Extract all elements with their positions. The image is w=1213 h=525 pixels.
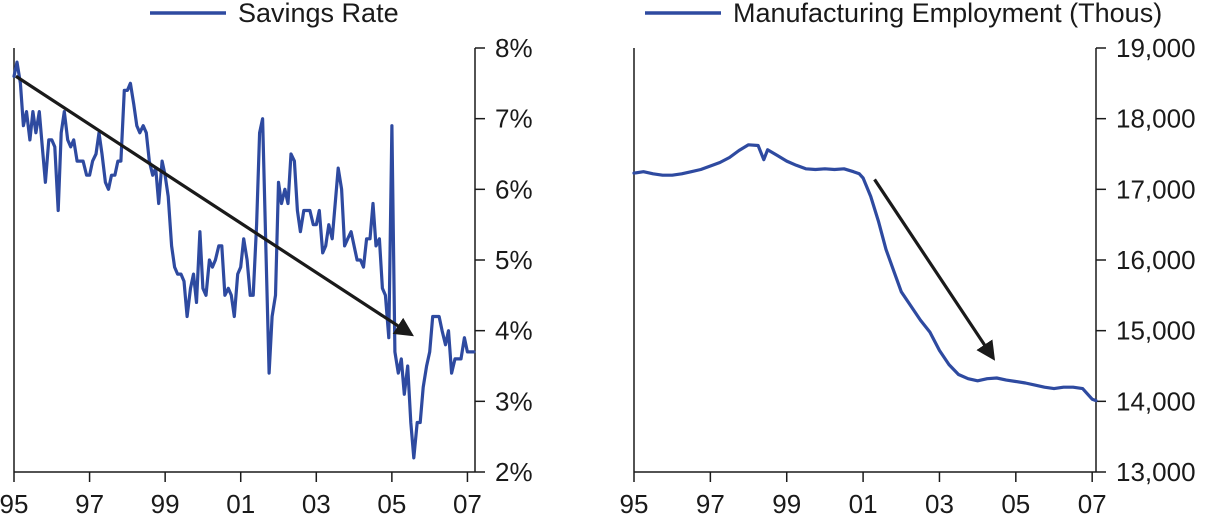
y-tick-label: 4% [495, 316, 533, 346]
x-tick-label: 07 [1078, 489, 1107, 519]
series-line-savings [12, 60, 476, 460]
x-tick-label: 05 [377, 489, 406, 519]
trend-arrow [873, 178, 996, 361]
y-tick-label: 15,000 [1116, 316, 1196, 346]
x-tick-label: 07 [453, 489, 482, 519]
y-tick-label: 17,000 [1116, 174, 1196, 204]
y-tick-label: 16,000 [1116, 245, 1196, 275]
x-tick-label: 99 [772, 489, 801, 519]
x-tick-label: 95 [620, 489, 649, 519]
x-tick-label: 95 [0, 489, 28, 519]
y-tick-label: 8% [495, 33, 533, 63]
y-tick-label: 3% [495, 386, 533, 416]
trend-arrow [15, 74, 414, 337]
y-tick-label: 2% [495, 457, 533, 487]
legend-label: Manufacturing Employment (Thous) [733, 0, 1162, 28]
x-tick-label: 01 [849, 489, 878, 519]
x-tick-label: 97 [696, 489, 725, 519]
x-tick-label: 03 [925, 489, 954, 519]
y-tick-label: 14,000 [1116, 386, 1196, 416]
y-tick-label: 13,000 [1116, 457, 1196, 487]
y-tick-label: 6% [495, 174, 533, 204]
chart-panel-manufacturing: 13,000 14,000 15,000 16,000 17,000 18,000 19,0… [620, 0, 1196, 519]
y-tick-label: 19,000 [1116, 33, 1196, 63]
y-tick-label: 18,000 [1116, 104, 1196, 134]
x-tick-label: 05 [1001, 489, 1030, 519]
y-tick-label: 5% [495, 245, 533, 275]
x-tick-label: 03 [302, 489, 331, 519]
y-tick-label: 7% [495, 104, 533, 134]
x-tick-label: 99 [151, 489, 180, 519]
x-tick-label: 01 [226, 489, 255, 519]
chart-panel-savings: 2% 3% 4% 5% 6% 7% 8% 95 97 99 01 03 05 07 Savings Rate [0, 0, 533, 519]
series-line-manufacturing [632, 143, 1098, 403]
x-tick-label: 97 [75, 489, 104, 519]
legend-label: Savings Rate [238, 0, 399, 28]
